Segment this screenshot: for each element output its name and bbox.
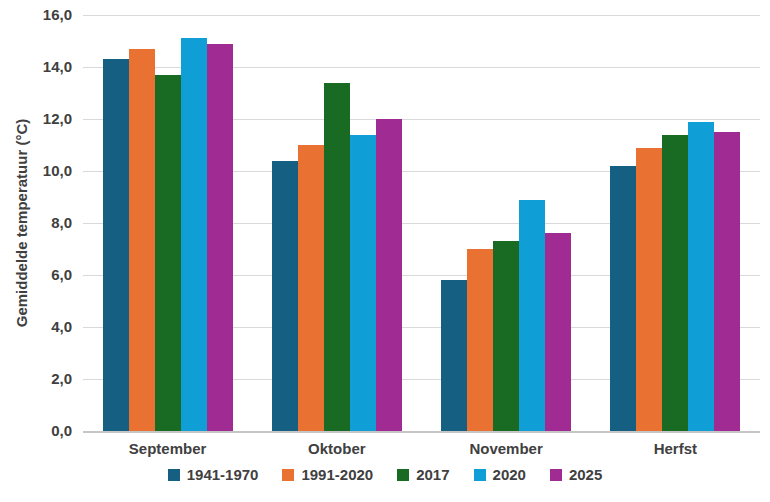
plot-area (83, 15, 760, 433)
gridline-16 (83, 15, 760, 16)
x-tick-label-Oktober: Oktober (252, 440, 421, 457)
bar-2017-November (493, 241, 519, 431)
bar-2020-Herfst (688, 122, 714, 431)
y-tick-label-14: 14,0 (0, 57, 72, 77)
legend-swatch-icon (282, 469, 294, 481)
bar-2025-September (207, 44, 233, 431)
legend-swatch-icon (550, 469, 562, 481)
legend: 1941-1970 1991-2020 2017 2020 2025 (0, 466, 770, 483)
legend-item-1941-1970: 1941-1970 (168, 466, 259, 483)
legend-label: 1941-1970 (187, 466, 259, 483)
bar-2017-Oktober (324, 83, 350, 431)
legend-swatch-icon (474, 469, 486, 481)
bar-1991-2020-November (467, 249, 493, 431)
bar-1941-1970-Herfst (610, 166, 636, 431)
bar-2020-November (519, 200, 545, 431)
temperature-bar-chart: Gemiddelde temperatuur (°C) 0,02,04,06,0… (0, 0, 770, 502)
bar-2017-Herfst (662, 135, 688, 431)
y-tick-label-10: 10,0 (0, 161, 72, 181)
y-tick-label-6: 6,0 (0, 265, 72, 285)
legend-item-2025: 2025 (550, 466, 602, 483)
bar-2020-September (181, 38, 207, 431)
legend-label: 2020 (493, 466, 526, 483)
x-tick-label-September: September (83, 440, 252, 457)
bar-2025-November (545, 233, 571, 431)
y-tick-label-0: 0,0 (0, 421, 72, 441)
legend-item-1991-2020: 1991-2020 (282, 466, 373, 483)
bar-1991-2020-Herfst (636, 148, 662, 431)
y-tick-label-8: 8,0 (0, 213, 72, 233)
bar-1941-1970-November (441, 280, 467, 431)
x-tick-label-November: November (422, 440, 591, 457)
y-tick-label-16: 16,0 (0, 5, 72, 25)
legend-swatch-icon (397, 469, 409, 481)
bar-2017-September (155, 75, 181, 431)
bar-1991-2020-September (129, 49, 155, 431)
legend-label: 1991-2020 (301, 466, 373, 483)
legend-item-2020: 2020 (474, 466, 526, 483)
legend-label: 2025 (569, 466, 602, 483)
y-tick-label-2: 2,0 (0, 369, 72, 389)
bar-2020-Oktober (350, 135, 376, 431)
legend-swatch-icon (168, 469, 180, 481)
bar-2025-Oktober (376, 119, 402, 431)
legend-label: 2017 (416, 466, 449, 483)
x-tick-label-Herfst: Herfst (591, 440, 760, 457)
bar-1941-1970-September (103, 59, 129, 431)
bar-1991-2020-Oktober (298, 145, 324, 431)
bar-2025-Herfst (714, 132, 740, 431)
y-tick-label-12: 12,0 (0, 109, 72, 129)
legend-item-2017: 2017 (397, 466, 449, 483)
bar-1941-1970-Oktober (272, 161, 298, 431)
y-tick-label-4: 4,0 (0, 317, 72, 337)
